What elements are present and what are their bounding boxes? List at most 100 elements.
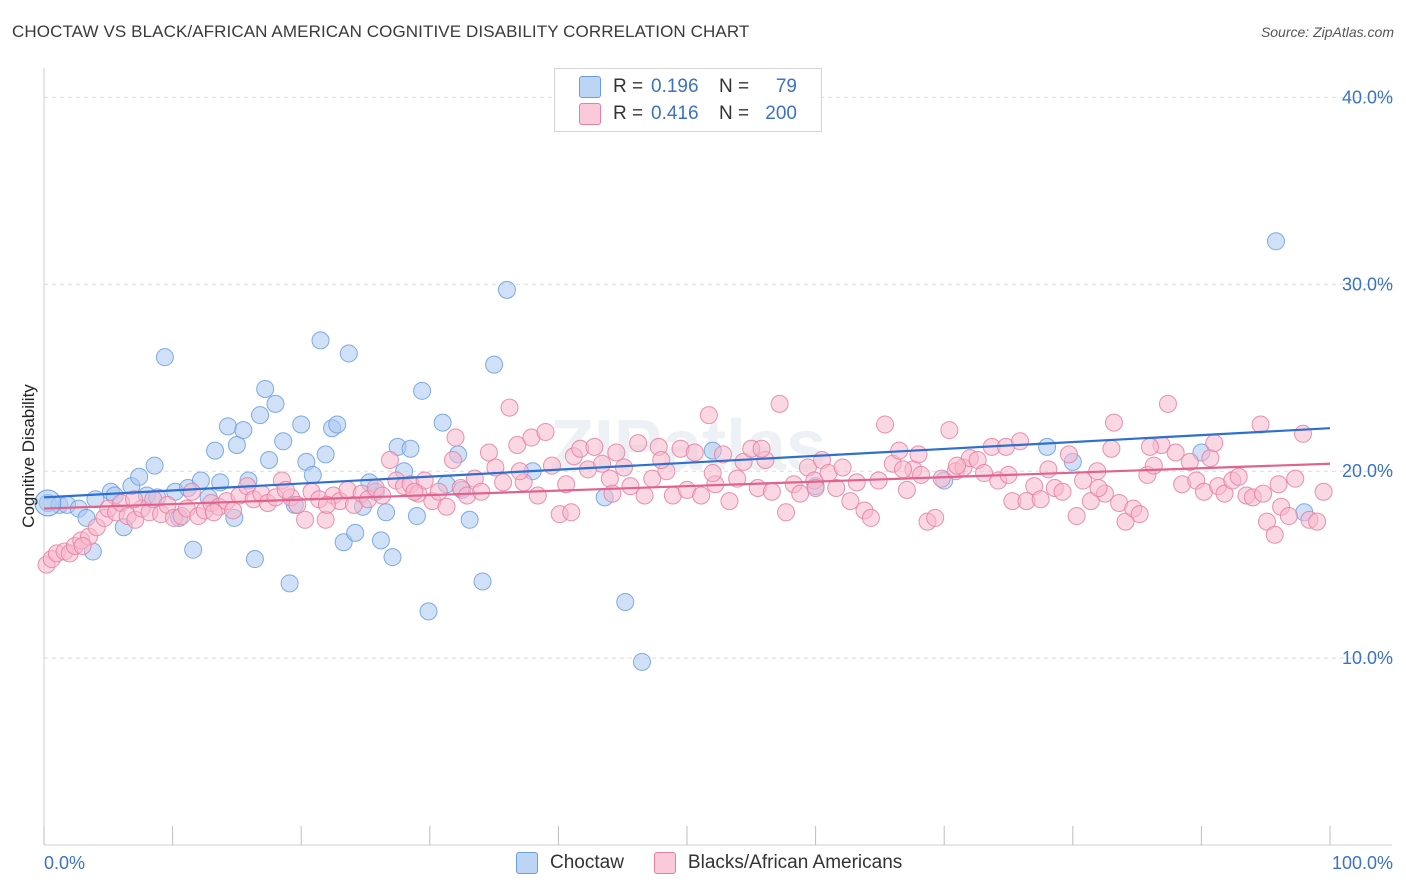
data-point xyxy=(685,443,704,462)
legend-swatch-blacks xyxy=(579,103,601,125)
data-point xyxy=(1130,505,1149,524)
data-point xyxy=(1229,467,1248,486)
data-point xyxy=(932,469,951,488)
data-point xyxy=(446,428,465,447)
data-point xyxy=(692,486,711,505)
data-point xyxy=(720,492,739,511)
legend-swatch-choctaw xyxy=(516,852,538,874)
data-point xyxy=(303,465,322,484)
legend-row-choctaw: R = 0.196 N = 79 xyxy=(579,76,797,98)
data-point xyxy=(1104,413,1123,432)
data-point xyxy=(419,602,438,621)
data-point xyxy=(728,469,747,488)
data-point xyxy=(940,421,959,440)
data-point xyxy=(34,489,62,517)
data-point xyxy=(508,436,527,455)
data-point xyxy=(413,381,432,400)
data-point xyxy=(607,443,626,462)
data-point xyxy=(311,331,330,350)
data-point xyxy=(73,536,92,555)
correlation-legend: R = 0.196 N = 79 R = 0.416 N = 200 xyxy=(554,68,822,132)
data-point xyxy=(497,280,516,299)
data-point xyxy=(714,445,733,464)
data-point xyxy=(260,450,279,469)
data-point xyxy=(562,503,581,522)
x-tick-label: 0.0% xyxy=(44,853,85,873)
data-point xyxy=(485,355,504,374)
chart-title: CHOCTAW VS BLACK/AFRICAN AMERICAN COGNIT… xyxy=(12,22,750,41)
data-point xyxy=(206,441,225,460)
data-point xyxy=(1314,482,1333,501)
data-point xyxy=(256,379,275,398)
y-tick-labels: 10.0% 20.0% 30.0% 40.0% xyxy=(1342,87,1393,668)
legend-r-label: R = xyxy=(613,103,644,124)
data-point xyxy=(703,464,722,483)
legend-swatch-choctaw xyxy=(579,76,601,98)
data-point xyxy=(770,394,789,413)
data-point xyxy=(528,486,547,505)
data-point xyxy=(652,450,671,469)
data-point xyxy=(1201,449,1220,468)
data-point xyxy=(1265,525,1284,544)
data-point xyxy=(616,593,635,612)
data-point xyxy=(371,531,390,550)
data-point xyxy=(699,406,718,425)
y-tick-label: 40.0% xyxy=(1342,87,1393,107)
data-point xyxy=(245,550,264,569)
data-point xyxy=(317,495,336,514)
data-point xyxy=(1269,475,1288,494)
data-point xyxy=(1011,432,1030,451)
data-point xyxy=(234,421,253,440)
data-point xyxy=(600,469,619,488)
data-point xyxy=(752,439,771,458)
data-point xyxy=(1205,434,1224,453)
series-legend: Choctaw Blacks/African Americans xyxy=(516,852,932,874)
data-point xyxy=(585,437,604,456)
legend-n-label: N = xyxy=(719,76,750,97)
data-point xyxy=(401,439,420,458)
data-point xyxy=(833,458,852,477)
data-point xyxy=(380,450,399,469)
data-point xyxy=(429,482,448,501)
data-point xyxy=(948,456,967,475)
data-point xyxy=(912,465,931,484)
data-point xyxy=(1038,437,1057,456)
data-point xyxy=(1144,456,1163,475)
data-point xyxy=(861,508,880,527)
y-axis-label: Cognitive Disability xyxy=(19,384,38,528)
data-point xyxy=(339,344,358,363)
grid-lines xyxy=(44,96,1392,659)
data-point xyxy=(479,443,498,462)
data-point xyxy=(130,467,149,486)
data-point xyxy=(827,479,846,498)
data-point xyxy=(1158,394,1177,413)
data-point xyxy=(377,503,396,522)
data-point xyxy=(184,540,203,559)
data-point xyxy=(1039,460,1058,479)
data-point xyxy=(204,503,223,522)
legend-row-blacks: R = 0.416 N = 200 xyxy=(579,103,797,125)
y-tick-label: 10.0% xyxy=(1342,648,1393,668)
data-point xyxy=(405,482,424,501)
data-point xyxy=(224,501,243,520)
data-point xyxy=(328,415,347,434)
data-point xyxy=(473,572,492,591)
data-point xyxy=(494,473,513,492)
legend-label-blacks: Blacks/African Americans xyxy=(687,852,903,873)
data-point xyxy=(847,473,866,492)
data-point xyxy=(1031,490,1050,509)
data-point xyxy=(629,434,648,453)
data-point xyxy=(1279,507,1298,526)
data-point xyxy=(316,510,335,529)
x-tick-labels: 0.0% 100.0% xyxy=(44,853,1393,873)
data-point xyxy=(500,398,519,417)
data-point xyxy=(155,348,174,367)
data-point xyxy=(296,510,315,529)
legend-r-label: R = xyxy=(613,76,644,97)
trend-line xyxy=(43,427,1331,499)
data-point xyxy=(542,456,561,475)
data-point xyxy=(182,482,201,501)
data-point xyxy=(841,492,860,511)
data-point xyxy=(1254,484,1273,503)
